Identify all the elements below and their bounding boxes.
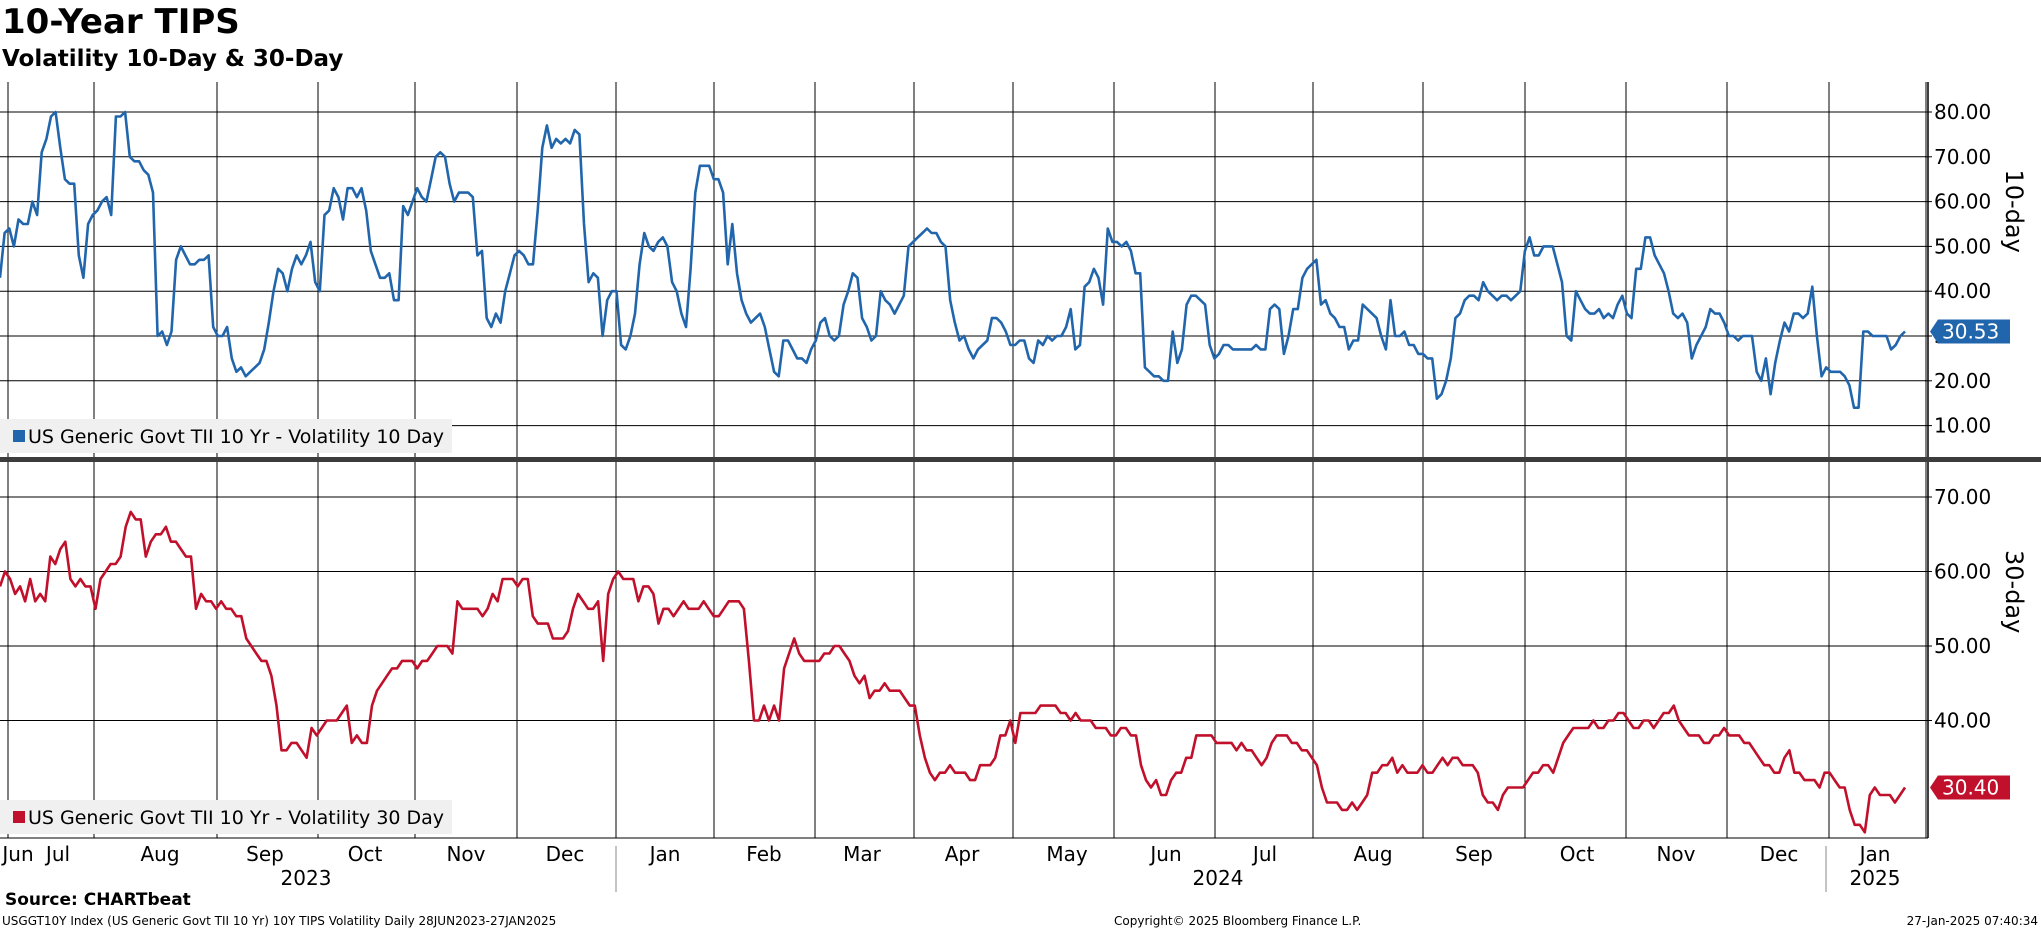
x-tick-label: Oct: [348, 842, 383, 866]
x-tick-label: Apr: [945, 842, 980, 866]
x-year-label: 2025: [1850, 866, 1901, 890]
source-label: Source: CHARTbeat: [5, 890, 191, 910]
x-tick-label: Aug: [1353, 842, 1392, 866]
x-tick-label: Jul: [1251, 842, 1277, 866]
x-tick-label: Jan: [648, 842, 681, 866]
legend-label: US Generic Govt TII 10 Yr - Volatility 3…: [28, 807, 444, 829]
legend-swatch: [13, 430, 25, 442]
y-tick-label: 40.00: [1934, 279, 1991, 303]
chart-subtitle: Volatility 10-Day & 30-Day: [2, 46, 344, 72]
y-tick-label: 20.00: [1934, 369, 1991, 393]
x-tick-label: Aug: [140, 842, 179, 866]
x-tick-label: Dec: [1760, 842, 1799, 866]
series-line-30day: [0, 510, 1907, 834]
footer-description: USGGT10Y Index (US Generic Govt TII 10 Y…: [2, 914, 557, 928]
footer-timestamp: 27-Jan-2025 07:40:34: [1906, 914, 2038, 928]
chart-title: 10-Year TIPS: [2, 2, 240, 42]
last-value-label: 30.53: [1942, 320, 1999, 344]
y-tick-label: 50.00: [1934, 234, 1991, 258]
x-tick-label: Jan: [1858, 842, 1891, 866]
y-tick-label: 50.00: [1934, 634, 1991, 658]
legend-swatch: [13, 811, 25, 823]
legend-box: [0, 419, 452, 453]
legend-label: US Generic Govt TII 10 Yr - Volatility 1…: [28, 426, 444, 448]
x-year-label: 2024: [1193, 866, 1244, 890]
y-tick-label: 70.00: [1934, 145, 1991, 169]
last-value-badge: [1930, 775, 2010, 800]
panel-divider: [0, 457, 2041, 462]
x-tick-label: Mar: [843, 842, 882, 866]
y-tick-label: 80.00: [1934, 100, 1991, 124]
footer-copyright: Copyright© 2025 Bloomberg Finance L.P.: [1114, 914, 1362, 928]
x-tick-label: Nov: [1656, 842, 1695, 866]
x-tick-label: Sep: [246, 842, 284, 866]
y-tick-label: 10.00: [1934, 414, 1991, 438]
legend-box: [0, 800, 452, 834]
x-tick-label: May: [1046, 842, 1088, 866]
x-tick-label: Jun: [0, 842, 33, 866]
x-year-label: 2023: [281, 866, 332, 890]
y-axis-title: 10-day: [2000, 170, 2028, 253]
series-line-10day: [0, 110, 1906, 410]
last-value-badge: [1930, 319, 2010, 344]
x-tick-label: Dec: [546, 842, 585, 866]
x-tick-label: Oct: [1560, 842, 1595, 866]
y-tick-label: 60.00: [1934, 190, 1991, 214]
y-axis-title: 30-day: [2000, 550, 2028, 633]
y-tick-label: 60.00: [1934, 560, 1991, 584]
x-tick-label: Nov: [446, 842, 485, 866]
x-tick-label: Jul: [44, 842, 70, 866]
last-value-label: 30.40: [1942, 776, 1999, 800]
x-tick-label: Sep: [1455, 842, 1493, 866]
x-tick-label: Feb: [746, 842, 781, 866]
y-tick-label: 70.00: [1934, 485, 1991, 509]
y-tick-label: 40.00: [1934, 709, 1991, 733]
x-tick-label: Jun: [1148, 842, 1181, 866]
